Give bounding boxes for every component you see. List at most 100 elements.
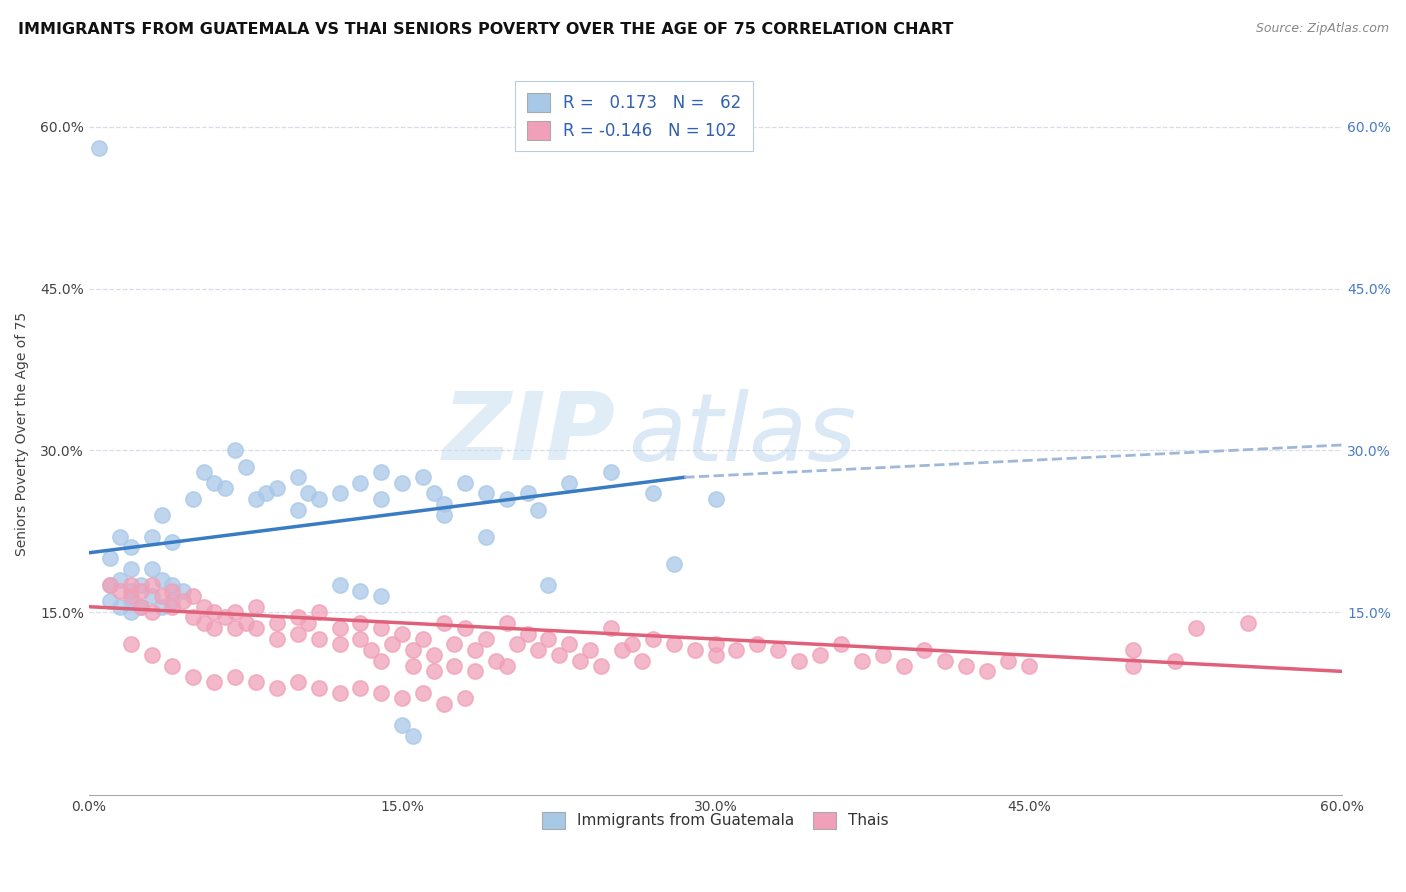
Point <box>141 605 163 619</box>
Point <box>391 718 413 732</box>
Point <box>108 573 131 587</box>
Point <box>370 589 392 603</box>
Point <box>641 486 664 500</box>
Point <box>224 443 246 458</box>
Point <box>433 697 456 711</box>
Point <box>808 648 831 663</box>
Point <box>235 615 257 630</box>
Point <box>704 648 727 663</box>
Point <box>245 675 267 690</box>
Point <box>120 589 142 603</box>
Point <box>349 681 371 695</box>
Point <box>454 691 477 706</box>
Point <box>1237 615 1260 630</box>
Point <box>704 491 727 506</box>
Point <box>370 654 392 668</box>
Point <box>328 486 350 500</box>
Point <box>328 578 350 592</box>
Point <box>893 659 915 673</box>
Point <box>422 648 444 663</box>
Point <box>224 670 246 684</box>
Point <box>579 643 602 657</box>
Point <box>108 599 131 614</box>
Point <box>224 605 246 619</box>
Point <box>202 675 225 690</box>
Point <box>1185 621 1208 635</box>
Point <box>202 605 225 619</box>
Point <box>202 475 225 490</box>
Point <box>120 562 142 576</box>
Point <box>768 643 790 657</box>
Point <box>454 475 477 490</box>
Point <box>631 654 654 668</box>
Point <box>433 497 456 511</box>
Point <box>1018 659 1040 673</box>
Point <box>162 583 184 598</box>
Point <box>120 637 142 651</box>
Point <box>747 637 769 651</box>
Point <box>214 481 236 495</box>
Point <box>349 475 371 490</box>
Point <box>98 578 121 592</box>
Point <box>308 681 330 695</box>
Point <box>568 654 591 668</box>
Point <box>266 481 288 495</box>
Point <box>245 491 267 506</box>
Point <box>287 675 309 690</box>
Point <box>162 599 184 614</box>
Point <box>537 632 560 646</box>
Point <box>181 610 204 624</box>
Point <box>433 508 456 522</box>
Text: atlas: atlas <box>628 389 856 480</box>
Point <box>433 615 456 630</box>
Point <box>391 691 413 706</box>
Point <box>662 637 685 651</box>
Point <box>401 729 423 743</box>
Point <box>662 557 685 571</box>
Point <box>193 599 215 614</box>
Point <box>412 632 434 646</box>
Point <box>266 615 288 630</box>
Point <box>328 686 350 700</box>
Point <box>370 491 392 506</box>
Point <box>297 486 319 500</box>
Point <box>108 530 131 544</box>
Point <box>506 637 529 651</box>
Point <box>485 654 508 668</box>
Point <box>1164 654 1187 668</box>
Point <box>141 530 163 544</box>
Point <box>381 637 404 651</box>
Point <box>202 621 225 635</box>
Point <box>641 632 664 646</box>
Point <box>150 508 173 522</box>
Point <box>558 637 581 651</box>
Point <box>349 615 371 630</box>
Point <box>516 626 538 640</box>
Point <box>287 502 309 516</box>
Point <box>141 648 163 663</box>
Point <box>443 637 465 651</box>
Point <box>955 659 977 673</box>
Point <box>308 632 330 646</box>
Point <box>370 465 392 479</box>
Point <box>181 589 204 603</box>
Point <box>245 621 267 635</box>
Point <box>1122 643 1144 657</box>
Point <box>349 632 371 646</box>
Point <box>600 465 623 479</box>
Point <box>193 615 215 630</box>
Point <box>214 610 236 624</box>
Point <box>495 491 517 506</box>
Point <box>266 632 288 646</box>
Point <box>370 686 392 700</box>
Point <box>308 605 330 619</box>
Point <box>162 578 184 592</box>
Point <box>725 643 748 657</box>
Text: IMMIGRANTS FROM GUATEMALA VS THAI SENIORS POVERTY OVER THE AGE OF 75 CORRELATION: IMMIGRANTS FROM GUATEMALA VS THAI SENIOR… <box>18 22 953 37</box>
Point <box>495 615 517 630</box>
Point <box>704 637 727 651</box>
Point <box>266 681 288 695</box>
Point <box>391 475 413 490</box>
Point <box>120 583 142 598</box>
Point <box>370 621 392 635</box>
